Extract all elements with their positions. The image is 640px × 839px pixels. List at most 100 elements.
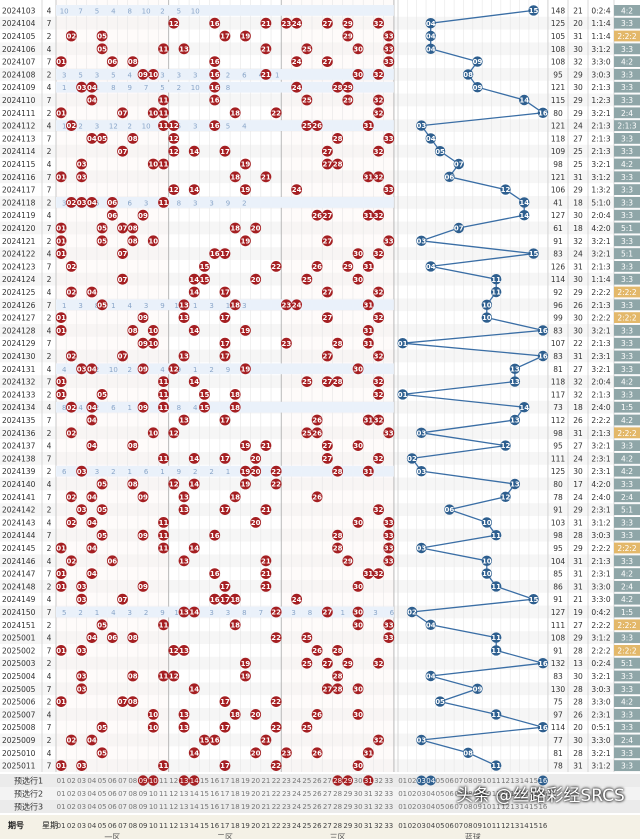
sum-value: 77 [553, 736, 563, 745]
tail-ratio: 4:2 [621, 160, 633, 169]
predict-red-number: 19 [241, 790, 250, 798]
tail-ratio: 3:3 [621, 531, 633, 540]
red-ball [219, 581, 231, 592]
sum-value: 85 [553, 570, 563, 579]
zone-ratio: 3:2:1 [591, 326, 611, 335]
predict-red-number: 04 [87, 790, 96, 798]
red-ball [311, 645, 323, 656]
red-ball [219, 696, 231, 707]
predict-red-number: 02 [67, 777, 76, 785]
span-value: 30 [573, 211, 583, 220]
red-ball-number: 29 [343, 660, 353, 668]
header-red-number: 02 [67, 822, 76, 830]
red-ball-number: 16 [210, 570, 220, 578]
sum-value: 95 [553, 544, 563, 553]
red-ball-number: 14 [189, 378, 199, 386]
week-day: 4 [47, 710, 52, 719]
red-ball-number: 02 [66, 263, 76, 271]
issue-number: 2025011 [2, 762, 36, 771]
sum-value: 61 [553, 224, 563, 233]
stat-strip-value: 9 [127, 84, 131, 92]
red-ball-number: 03 [77, 506, 87, 514]
stat-strip-value: 3 [160, 71, 164, 79]
span-value: 29 [573, 544, 583, 553]
stat-strip-value: 2 [209, 366, 213, 374]
predict-row-bg [0, 787, 640, 800]
red-ball-number: 07 [118, 596, 128, 604]
red-ball-number: 06 [107, 58, 117, 66]
red-ball-number: 32 [374, 353, 384, 361]
red-ball-number: 12 [169, 429, 179, 437]
predict-red-number: 21 [261, 777, 270, 785]
stat-strip-value: 2 [78, 609, 82, 617]
tail-ratio-cell [614, 721, 640, 733]
red-ball [55, 760, 67, 771]
predict-blue-number: 08 [464, 790, 473, 798]
red-ball [96, 747, 108, 759]
red-ball [321, 158, 333, 170]
blue-ball-number: 09 [473, 685, 483, 693]
sum-value: 108 [551, 58, 566, 67]
predict-red-number: 25 [302, 790, 311, 798]
red-ball-number: 11 [159, 391, 169, 399]
red-ball [209, 69, 221, 80]
red-ball [96, 299, 108, 311]
week-day: 2 [47, 506, 52, 515]
tail-ratio-cell [614, 120, 640, 131]
red-ball-number: 10 [148, 237, 158, 245]
red-ball-number: 11 [159, 404, 169, 412]
stat-strip-value: 5 [177, 7, 181, 15]
stat-strip-value: 2 [127, 366, 131, 374]
table-row [0, 477, 640, 491]
span-value: 20 [573, 19, 583, 28]
sum-value: 108 [551, 634, 566, 643]
red-ball-number: 27 [322, 58, 332, 66]
red-ball-number: 19 [241, 673, 251, 681]
red-ball [147, 235, 159, 247]
red-ball-number: 07 [118, 109, 128, 117]
week-day: 7 [47, 685, 52, 694]
issue-number: 2025007 [2, 710, 36, 719]
red-ball-number: 31 [363, 468, 373, 476]
blue-ball-number: 03 [417, 237, 427, 245]
red-ball-number: 13 [179, 506, 189, 514]
blue-ball [509, 376, 521, 387]
red-ball [65, 30, 77, 42]
stat-strip-value: 9 [160, 609, 164, 617]
issue-number: 2024116 [2, 173, 36, 182]
stat-strip-value: 1 [160, 468, 164, 476]
stat-strip-value: 4 [242, 123, 247, 131]
red-ball-number: 27 [322, 237, 332, 245]
blue-ball [537, 658, 549, 669]
issue-number: 2024112 [2, 122, 36, 131]
tail-ratio: 3:3 [621, 147, 633, 156]
stat-strip-value: 3 [193, 71, 197, 79]
red-ball [158, 529, 169, 541]
red-ball-number: 12 [169, 148, 179, 156]
predict-red-ball [332, 775, 343, 786]
red-ball [270, 478, 282, 490]
red-ball [301, 120, 313, 131]
blue-ball-number: 03 [417, 545, 427, 553]
red-ball [332, 670, 343, 682]
blue-ball [462, 747, 474, 758]
red-ball [86, 81, 98, 93]
red-ball-number: 31 [363, 570, 373, 578]
red-ball-number: 30 [353, 685, 363, 693]
red-ball [383, 619, 395, 631]
predict-red-number: 28 [333, 790, 342, 798]
blue-ball [462, 69, 474, 80]
header-blue-number: 04 [426, 822, 435, 830]
header-red-number: 01 [57, 822, 66, 830]
stat-strip-value: 1 [226, 468, 230, 476]
red-ball-number: 16 [210, 596, 220, 604]
red-ball-number: 31 [363, 301, 373, 309]
red-ball-number: 30 [353, 519, 363, 527]
red-ball-number: 19 [241, 481, 251, 489]
red-ball-number: 09 [138, 365, 148, 373]
red-ball-number: 32 [374, 109, 384, 117]
week-day: 2 [47, 390, 52, 399]
predict-red-number: 29 [343, 803, 352, 811]
red-ball [158, 197, 169, 208]
issue-number: 2025006 [2, 698, 36, 707]
